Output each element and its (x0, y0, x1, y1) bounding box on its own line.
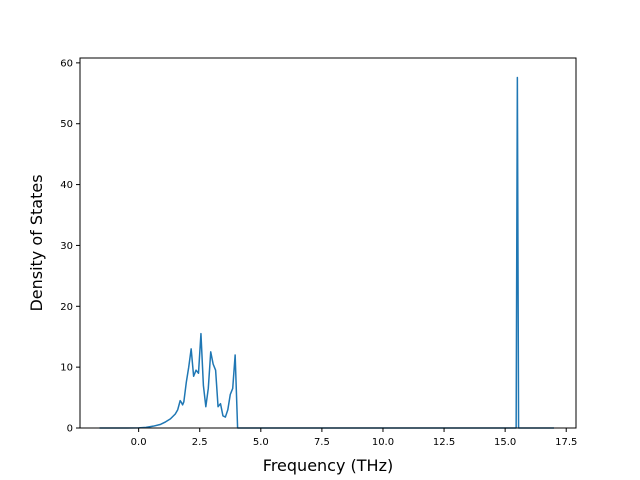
axes-frame (79, 57, 577, 429)
y-tick-label: 30 (60, 241, 73, 252)
x-tick-label: 10.0 (372, 437, 394, 448)
x-axis-label: Frequency (THz) (263, 456, 393, 475)
y-tick-label: 20 (60, 302, 73, 313)
y-tick-label: 10 (60, 363, 73, 374)
y-tick-label: 50 (60, 119, 73, 130)
y-tick-label: 60 (60, 58, 73, 69)
x-tick-label: 2.5 (192, 437, 208, 448)
y-tick-label: 0 (67, 424, 73, 435)
y-axis-label: Density of States (27, 174, 46, 311)
x-axis: 0.0 2.5 5.0 7.5 10.0 12.5 15.0 17.5 (131, 428, 577, 448)
y-tick-label: 40 (60, 180, 73, 191)
x-tick-label: 17.5 (555, 437, 577, 448)
x-tick-label: 7.5 (314, 437, 330, 448)
x-tick-label: 12.5 (433, 437, 455, 448)
x-tick-label: 5.0 (253, 437, 269, 448)
y-axis: 0 10 20 30 40 50 60 (60, 58, 80, 435)
x-tick-label: 15.0 (494, 437, 516, 448)
x-tick-label: 0.0 (131, 437, 147, 448)
